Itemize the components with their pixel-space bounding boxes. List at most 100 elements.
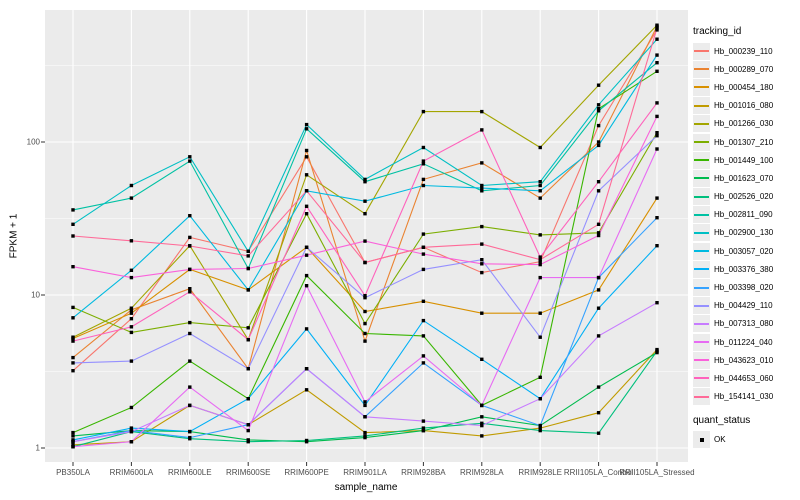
data-point [129, 405, 134, 410]
data-point [304, 204, 309, 208]
legend-item-Hb_002900_130: Hb_002900_130 [693, 224, 799, 242]
legend-item-Hb_001307_210: Hb_001307_210 [693, 133, 799, 151]
x-tick-label-RRIM928BA: RRIM928BA [401, 468, 446, 477]
data-point [129, 359, 134, 363]
legend-item-Hb_000239_110: Hb_000239_110 [693, 42, 799, 60]
data-point [596, 83, 601, 87]
data-point [188, 435, 192, 440]
data-point [246, 266, 250, 271]
x-axis-title: sample_name [334, 482, 398, 493]
data-point [304, 155, 309, 159]
data-point [596, 180, 601, 184]
data-point [655, 131, 659, 135]
legend-item-label: Hb_001016_080 [714, 101, 774, 111]
x-tick-label-RRIM928LA: RRIM928LA [460, 468, 504, 477]
legend-key-swatch [693, 97, 710, 115]
data-point [480, 186, 484, 190]
data-point [246, 428, 250, 433]
legend-key-line [694, 359, 709, 362]
quant-item-label: OK [714, 435, 726, 445]
legend-item-Hb_001623_070: Hb_001623_070 [693, 169, 799, 187]
legend-item-label: Hb_002811_090 [714, 210, 773, 220]
data-point [246, 440, 250, 444]
legend-key-swatch [693, 279, 710, 297]
data-point [480, 434, 484, 438]
data-point [304, 284, 309, 288]
data-point [129, 196, 134, 200]
data-point [71, 208, 75, 212]
data-point [188, 267, 192, 272]
data-point [421, 334, 426, 338]
data-point [538, 255, 542, 259]
data-point [480, 109, 484, 114]
x-tick-label-RRIM600LA: RRIM600LA [109, 468, 154, 477]
data-point [480, 270, 484, 275]
data-point [655, 114, 659, 119]
legend-item-Hb_003376_380: Hb_003376_380 [693, 260, 799, 278]
data-point [655, 61, 659, 65]
data-point [71, 438, 75, 442]
data-point [480, 128, 484, 132]
data-point [188, 385, 192, 389]
data-point [596, 140, 601, 144]
data-point [304, 253, 309, 257]
legend-item-Hb_154141_030: Hb_154141_030 [693, 388, 799, 406]
data-point [421, 361, 426, 365]
legend-item-Hb_001266_030: Hb_001266_030 [693, 115, 799, 133]
data-point [129, 325, 134, 329]
data-point [655, 216, 659, 220]
data-point [188, 359, 192, 363]
legend-item-Hb_003398_020: Hb_003398_020 [693, 278, 799, 297]
legend-item-Hb_004429_110: Hb_004429_110 [693, 297, 799, 315]
data-point [363, 434, 367, 438]
legend-key-swatch [693, 224, 710, 242]
data-point [188, 429, 192, 434]
data-point [538, 375, 542, 379]
data-point [129, 239, 134, 243]
data-point [421, 109, 426, 114]
x-tick-label-RRIM600LE: RRIM600LE [168, 468, 212, 477]
x-tick-label-RRIM901LA: RRIM901LA [343, 468, 387, 477]
data-point [480, 262, 484, 266]
legend-key-line [694, 341, 709, 344]
legend-key-swatch [693, 315, 710, 333]
data-point [304, 388, 309, 392]
data-point [655, 196, 659, 200]
data-point [71, 443, 75, 447]
data-point [480, 258, 484, 262]
data-point [538, 426, 542, 430]
data-point [304, 173, 309, 177]
legend-key-line [694, 50, 709, 53]
data-point [538, 196, 542, 200]
data-point [480, 161, 484, 165]
data-point [596, 233, 601, 238]
data-point [480, 403, 484, 408]
data-point [538, 262, 542, 267]
legend-key-swatch [693, 188, 710, 206]
data-point [246, 288, 250, 292]
data-point [304, 189, 309, 193]
legend-key-line [694, 68, 709, 71]
legend-key-line [694, 395, 709, 398]
legend-key-swatch [693, 133, 710, 151]
legend-item-Hb_002526_020: Hb_002526_020 [693, 188, 799, 206]
legend-key-line [694, 377, 709, 380]
data-point [71, 222, 75, 226]
data-point [421, 177, 426, 182]
legend-item-Hb_002811_090: Hb_002811_090 [693, 206, 799, 224]
data-point [71, 440, 75, 444]
data-point [304, 212, 309, 216]
data-point [655, 301, 659, 305]
data-point [363, 430, 367, 435]
data-point [655, 134, 659, 138]
data-point [129, 311, 134, 315]
data-point [596, 411, 601, 415]
data-point [246, 397, 250, 401]
legend-key-line [694, 250, 709, 253]
data-point [480, 183, 484, 188]
data-point [304, 327, 309, 331]
data-point [538, 180, 542, 184]
data-point [129, 330, 134, 335]
data-point [71, 361, 75, 365]
data-point [71, 316, 75, 320]
